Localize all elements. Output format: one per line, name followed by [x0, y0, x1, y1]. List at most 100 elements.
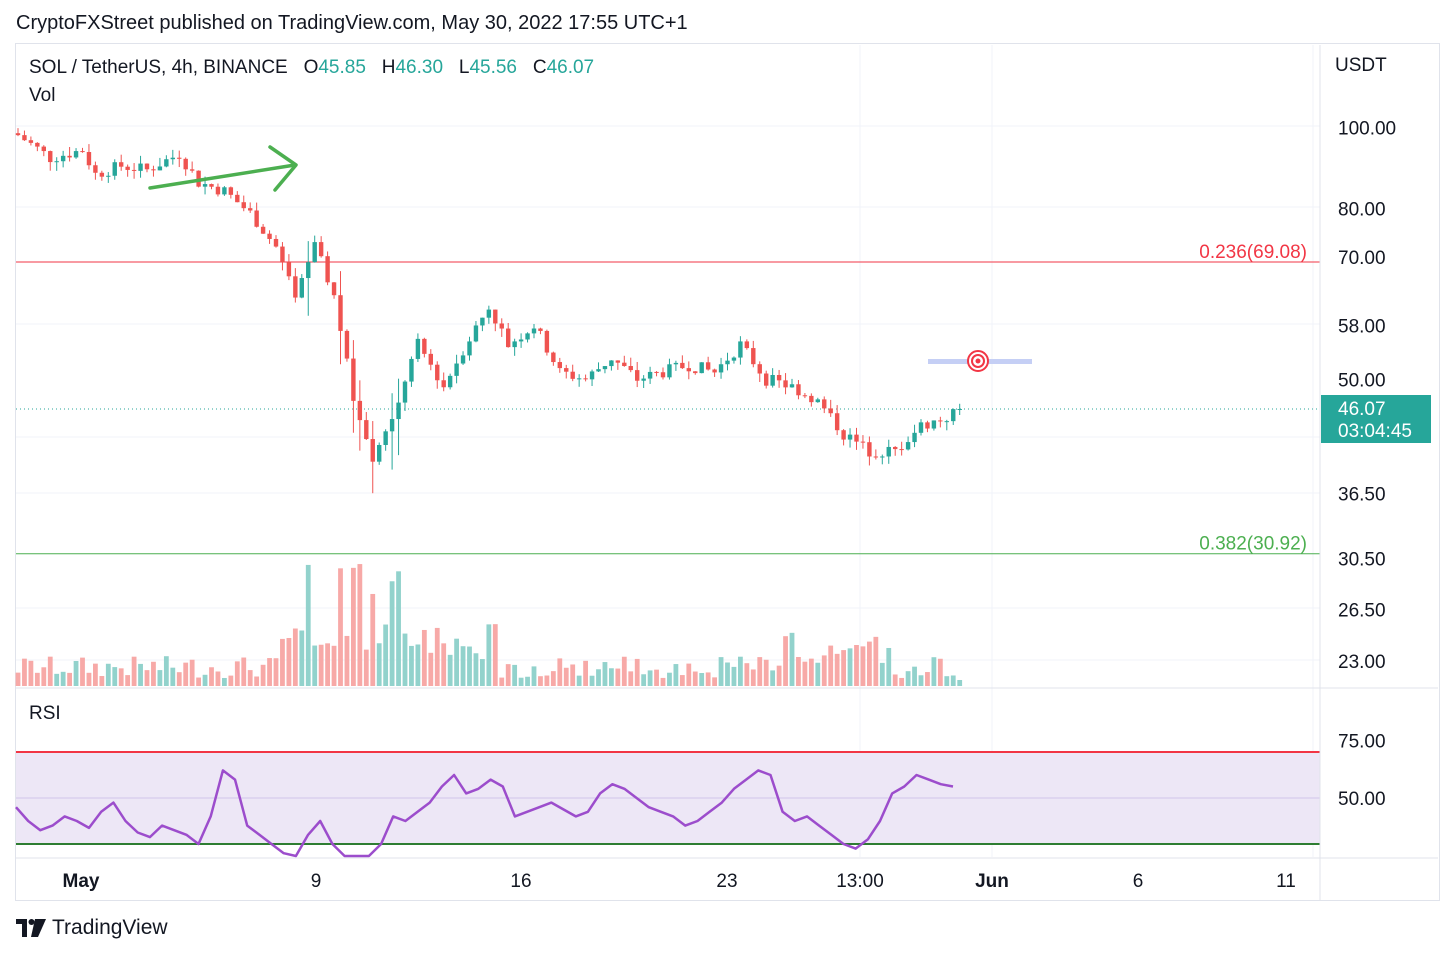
low-value: 45.56 — [469, 57, 517, 78]
chart-frame[interactable] — [15, 43, 1440, 901]
price-tick: 36.50 — [1338, 485, 1386, 506]
candle-body — [783, 380, 788, 388]
volume-bar — [54, 673, 60, 686]
volume-label[interactable]: Vol — [29, 85, 56, 106]
volume-bar — [699, 673, 705, 686]
candle-body — [364, 420, 369, 440]
volume-bar — [615, 668, 621, 686]
volume-bar — [692, 671, 698, 686]
fib-label: 0.382(30.92) — [1199, 534, 1307, 555]
volume-bar — [802, 661, 808, 686]
low-label: L — [458, 57, 470, 78]
volume-bar — [441, 643, 447, 686]
volume-bar — [647, 670, 653, 686]
close-label: C — [532, 57, 547, 78]
candle-body — [486, 309, 492, 318]
volume-bar — [73, 660, 79, 686]
volume-bar — [325, 643, 330, 686]
volume-bar — [815, 662, 821, 686]
volume-bar — [157, 670, 163, 686]
candle-body — [647, 371, 653, 379]
volume-bar — [654, 669, 659, 686]
tradingview-footer[interactable]: TradingView — [16, 916, 168, 940]
volume-bar — [609, 668, 614, 686]
candle-body — [531, 328, 537, 334]
volume-bar — [950, 675, 956, 686]
volume-bar — [899, 677, 905, 686]
candle-body — [428, 353, 433, 365]
time-tick: 9 — [311, 871, 322, 892]
candle-body — [177, 157, 182, 159]
volume-bar — [312, 645, 318, 686]
volume-bar — [628, 671, 634, 686]
volume-bar — [673, 664, 679, 686]
candle-body — [880, 456, 885, 458]
candle-body — [596, 369, 601, 372]
candle-body — [918, 422, 924, 433]
time-tick: Jun — [975, 871, 1009, 892]
bar-countdown: 03:04:45 — [1338, 421, 1412, 442]
candle-body — [660, 372, 666, 378]
rsi-label[interactable]: RSI — [29, 703, 61, 724]
volume-bar — [228, 675, 234, 686]
rsi-pane — [15, 751, 1320, 858]
volume-bar — [357, 564, 363, 686]
candle-body — [951, 409, 956, 422]
symbol-legend[interactable]: SOL / TetherUS, 4h, BINANCE O45.85 H46.3… — [29, 57, 594, 79]
candle-body — [893, 446, 898, 450]
candle-body — [164, 159, 169, 167]
candle-body — [119, 162, 124, 167]
time-tick: 6 — [1133, 871, 1144, 892]
rsi-line — [15, 769, 954, 858]
volume-bar — [525, 676, 530, 686]
volume-bar — [944, 676, 950, 686]
candle-body — [48, 151, 53, 163]
candle-body — [506, 328, 511, 348]
volume-bar — [744, 663, 750, 686]
candle-body — [286, 262, 292, 277]
candle-body — [138, 163, 143, 171]
candle-body — [183, 158, 188, 170]
candle-body — [712, 369, 717, 373]
volume-bar — [254, 676, 260, 686]
volume-bar — [338, 568, 343, 686]
candle-body — [680, 362, 685, 369]
volume-bar — [679, 675, 685, 686]
candle-body — [873, 456, 879, 458]
candle-body — [273, 238, 279, 247]
volume-bar — [222, 677, 227, 686]
candle-body — [815, 399, 820, 403]
volume-bar — [847, 648, 853, 686]
candle-body — [15, 133, 21, 136]
candle-body — [576, 378, 582, 380]
candle-body — [131, 169, 137, 171]
candle-body — [667, 364, 672, 378]
candle-body — [67, 155, 72, 158]
candle-body — [654, 371, 659, 373]
candle-body — [834, 413, 840, 431]
volume-bar — [215, 671, 221, 686]
volume-bar — [860, 646, 866, 686]
candle-body — [609, 360, 614, 367]
price-tick: 80.00 — [1338, 200, 1386, 221]
volume-bar — [957, 680, 963, 686]
volume-bar — [305, 564, 311, 686]
candle-body — [938, 420, 943, 422]
candle-body — [306, 262, 311, 279]
tradingview-logo-icon — [16, 919, 46, 937]
volume-bar — [351, 567, 356, 686]
volume-bar — [854, 644, 859, 686]
candle-body — [415, 338, 421, 359]
price-axis-currency: USDT — [1335, 55, 1387, 76]
candle-body — [86, 152, 92, 166]
candle-body — [796, 384, 801, 396]
drawings[interactable] — [148, 145, 1032, 372]
candle-body — [151, 169, 156, 171]
candle-body — [80, 151, 85, 153]
volume-bar — [247, 670, 253, 686]
volume-bar — [376, 643, 382, 686]
candle-body — [299, 278, 304, 298]
candle-body — [828, 408, 833, 414]
volume-bar — [447, 654, 453, 686]
